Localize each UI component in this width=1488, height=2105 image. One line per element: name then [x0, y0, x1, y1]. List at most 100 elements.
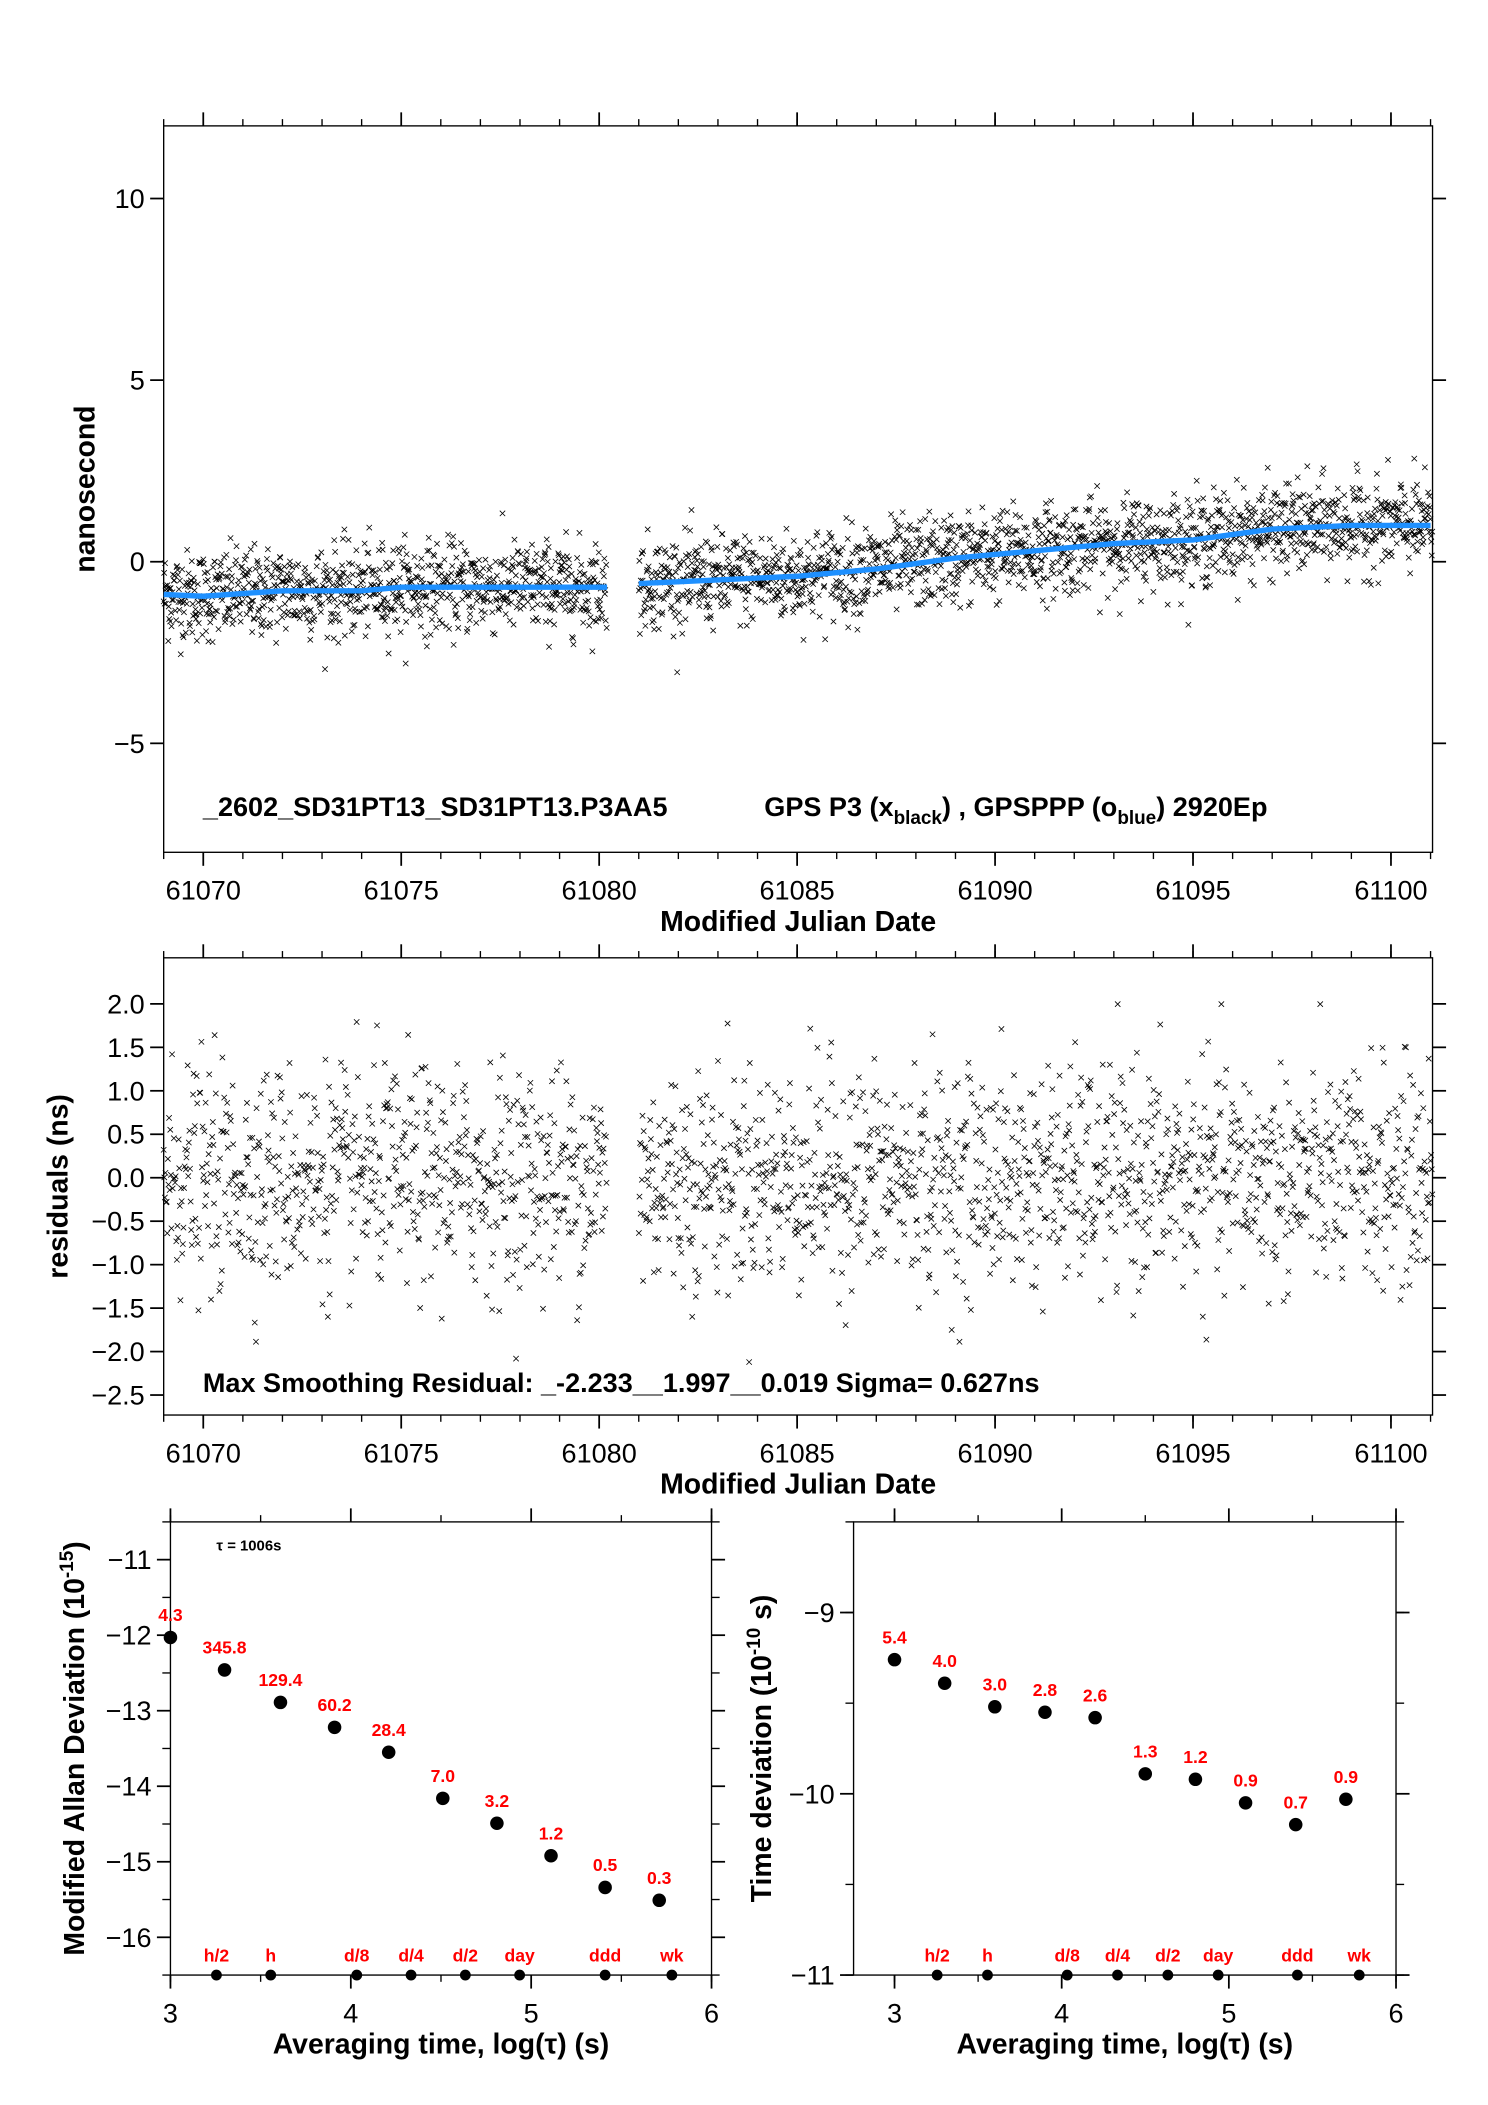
data-point-x: [683, 1103, 690, 1110]
data-point-x: [1035, 1187, 1042, 1194]
data-point-x: [1147, 505, 1154, 512]
data-point-x: [1185, 621, 1192, 628]
data-point-x: [331, 537, 338, 544]
data-point-x: [1160, 1227, 1167, 1234]
data-point-x: [741, 533, 748, 540]
y-tick-label: −0.5: [91, 1207, 144, 1237]
data-point-x: [584, 1168, 591, 1175]
data-point-x: [1055, 1235, 1062, 1242]
data-point-x: [554, 591, 561, 598]
data-point-x: [449, 1166, 456, 1173]
data-point-x: [420, 1197, 427, 1204]
data-point-x: [229, 621, 236, 627]
data-point-x: [1079, 1252, 1086, 1259]
data-point-x: [1355, 1075, 1362, 1082]
data-point-x: [315, 554, 322, 561]
data-point-x: [486, 1223, 493, 1230]
data-point-x: [689, 1313, 696, 1320]
data-point-x: [560, 591, 567, 598]
data-point-x: [896, 1218, 903, 1225]
data-point-x: [1201, 507, 1208, 514]
data-point-x: [700, 584, 707, 591]
data-point-x: [782, 1149, 789, 1155]
data-point-x: [982, 537, 989, 544]
data-point-x: [1130, 1139, 1137, 1146]
data-point-x: [706, 1182, 713, 1189]
data-point-x: [335, 639, 342, 646]
data-point-x: [406, 566, 413, 573]
data-point-x: [518, 594, 525, 601]
data-point-x: [332, 548, 339, 555]
data-point-x: [1414, 538, 1421, 545]
data-point-x: [753, 1142, 760, 1149]
data-point-x: [1194, 560, 1201, 567]
data-point-x: [281, 1236, 288, 1243]
data-point-x: [495, 1181, 502, 1188]
data-point-x: [1379, 512, 1386, 519]
data-point-x: [1164, 568, 1171, 575]
data-point-x: [188, 1226, 195, 1233]
data-point-x: [931, 1202, 938, 1209]
data-point-x: [179, 566, 186, 573]
data-point-x: [764, 1081, 771, 1088]
data-point-x: [1273, 500, 1280, 507]
data-point-x: [521, 594, 528, 601]
data-point-x: [564, 553, 571, 560]
data-point-x: [228, 1176, 235, 1183]
x-tick-label: 61090: [957, 1438, 1032, 1468]
data-point-x: [1012, 527, 1019, 534]
data-point-x: [367, 1166, 374, 1173]
data-point-x: [452, 612, 459, 619]
data-point-x: [245, 569, 252, 576]
data-point-x: [760, 564, 767, 571]
data-point-x: [393, 1080, 400, 1087]
data-point-x: [1018, 1106, 1025, 1113]
data-point-x: [911, 1060, 918, 1067]
data-point-x: [801, 1191, 808, 1198]
data-point-x: [465, 568, 472, 575]
data-point-x: [311, 1105, 318, 1112]
data-point-x: [1332, 1097, 1339, 1104]
data-point-x: [423, 643, 430, 650]
data-point-x: [654, 572, 661, 579]
data-point-x: [529, 1104, 536, 1111]
data-point-x: [1005, 1204, 1012, 1211]
data-point-x: [1378, 1139, 1385, 1146]
data-point-x: [1056, 1072, 1063, 1079]
data-point-x: [875, 1246, 882, 1253]
data-point-x: [943, 1132, 950, 1139]
data-point-x: [299, 1201, 306, 1208]
data-point-x: [799, 1182, 806, 1189]
data-point-x: [275, 1274, 282, 1281]
data-point-x: [402, 660, 409, 667]
data-point-x: [1258, 1234, 1265, 1241]
data-point-x: [1100, 1172, 1107, 1179]
data-point-x: [519, 1177, 526, 1184]
data-point-x: [1313, 1193, 1320, 1200]
data-point-x: [1114, 1282, 1121, 1289]
data-point-x: [1423, 1193, 1430, 1200]
data-point-x: [1104, 594, 1111, 601]
data-point-x: [815, 1119, 822, 1126]
data-point-x: [519, 573, 526, 580]
data-point-x: [814, 1044, 821, 1051]
data-point-x: [179, 1241, 186, 1248]
data-point-x: [228, 573, 235, 580]
data-point-x: [641, 600, 648, 607]
data-point-x: [1126, 517, 1133, 524]
data-point-x: [509, 561, 516, 568]
data-point-x: [586, 622, 593, 629]
data-point-x: [995, 1116, 1002, 1123]
data-point-x: [1076, 1235, 1083, 1242]
data-point-x: [922, 516, 929, 523]
data-point-x: [188, 1242, 195, 1249]
data-point-x: [401, 531, 408, 538]
data-point-x: [596, 1169, 603, 1176]
data-point-x: [324, 1313, 331, 1320]
data-point-x: [1416, 527, 1423, 534]
data-point-x: [965, 1059, 972, 1066]
data-point-x: [515, 1121, 522, 1128]
data-point-x: [330, 610, 337, 617]
data-point-x: [460, 1114, 467, 1121]
data-point-x: [599, 1149, 606, 1156]
